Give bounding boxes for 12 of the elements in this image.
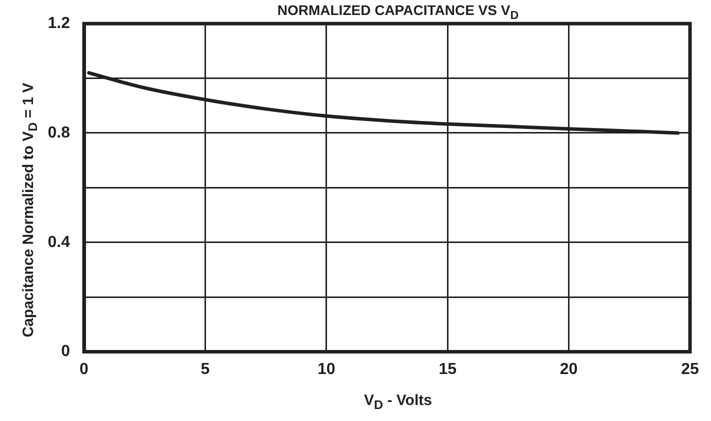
x-tick-label: 10 <box>318 360 336 378</box>
y-tick-label: 0 <box>61 343 70 360</box>
y-tick-label: 0.8 <box>48 124 70 142</box>
x-tick-label: 25 <box>681 360 699 378</box>
y-tick-label: 0.4 <box>48 234 70 251</box>
x-tick-label: 5 <box>200 360 210 378</box>
chart-title: NORMALIZED CAPACITANCE VS V$_{D}$ <box>276 2 520 22</box>
x-axis-title: V$_{D}$ - Volts <box>363 392 433 412</box>
x-tick-label: 0 <box>80 360 89 378</box>
x-tick-label: 15 <box>438 360 457 378</box>
y-tick-label: 1.2 <box>48 15 70 32</box>
x-tick-label: 20 <box>560 360 578 378</box>
